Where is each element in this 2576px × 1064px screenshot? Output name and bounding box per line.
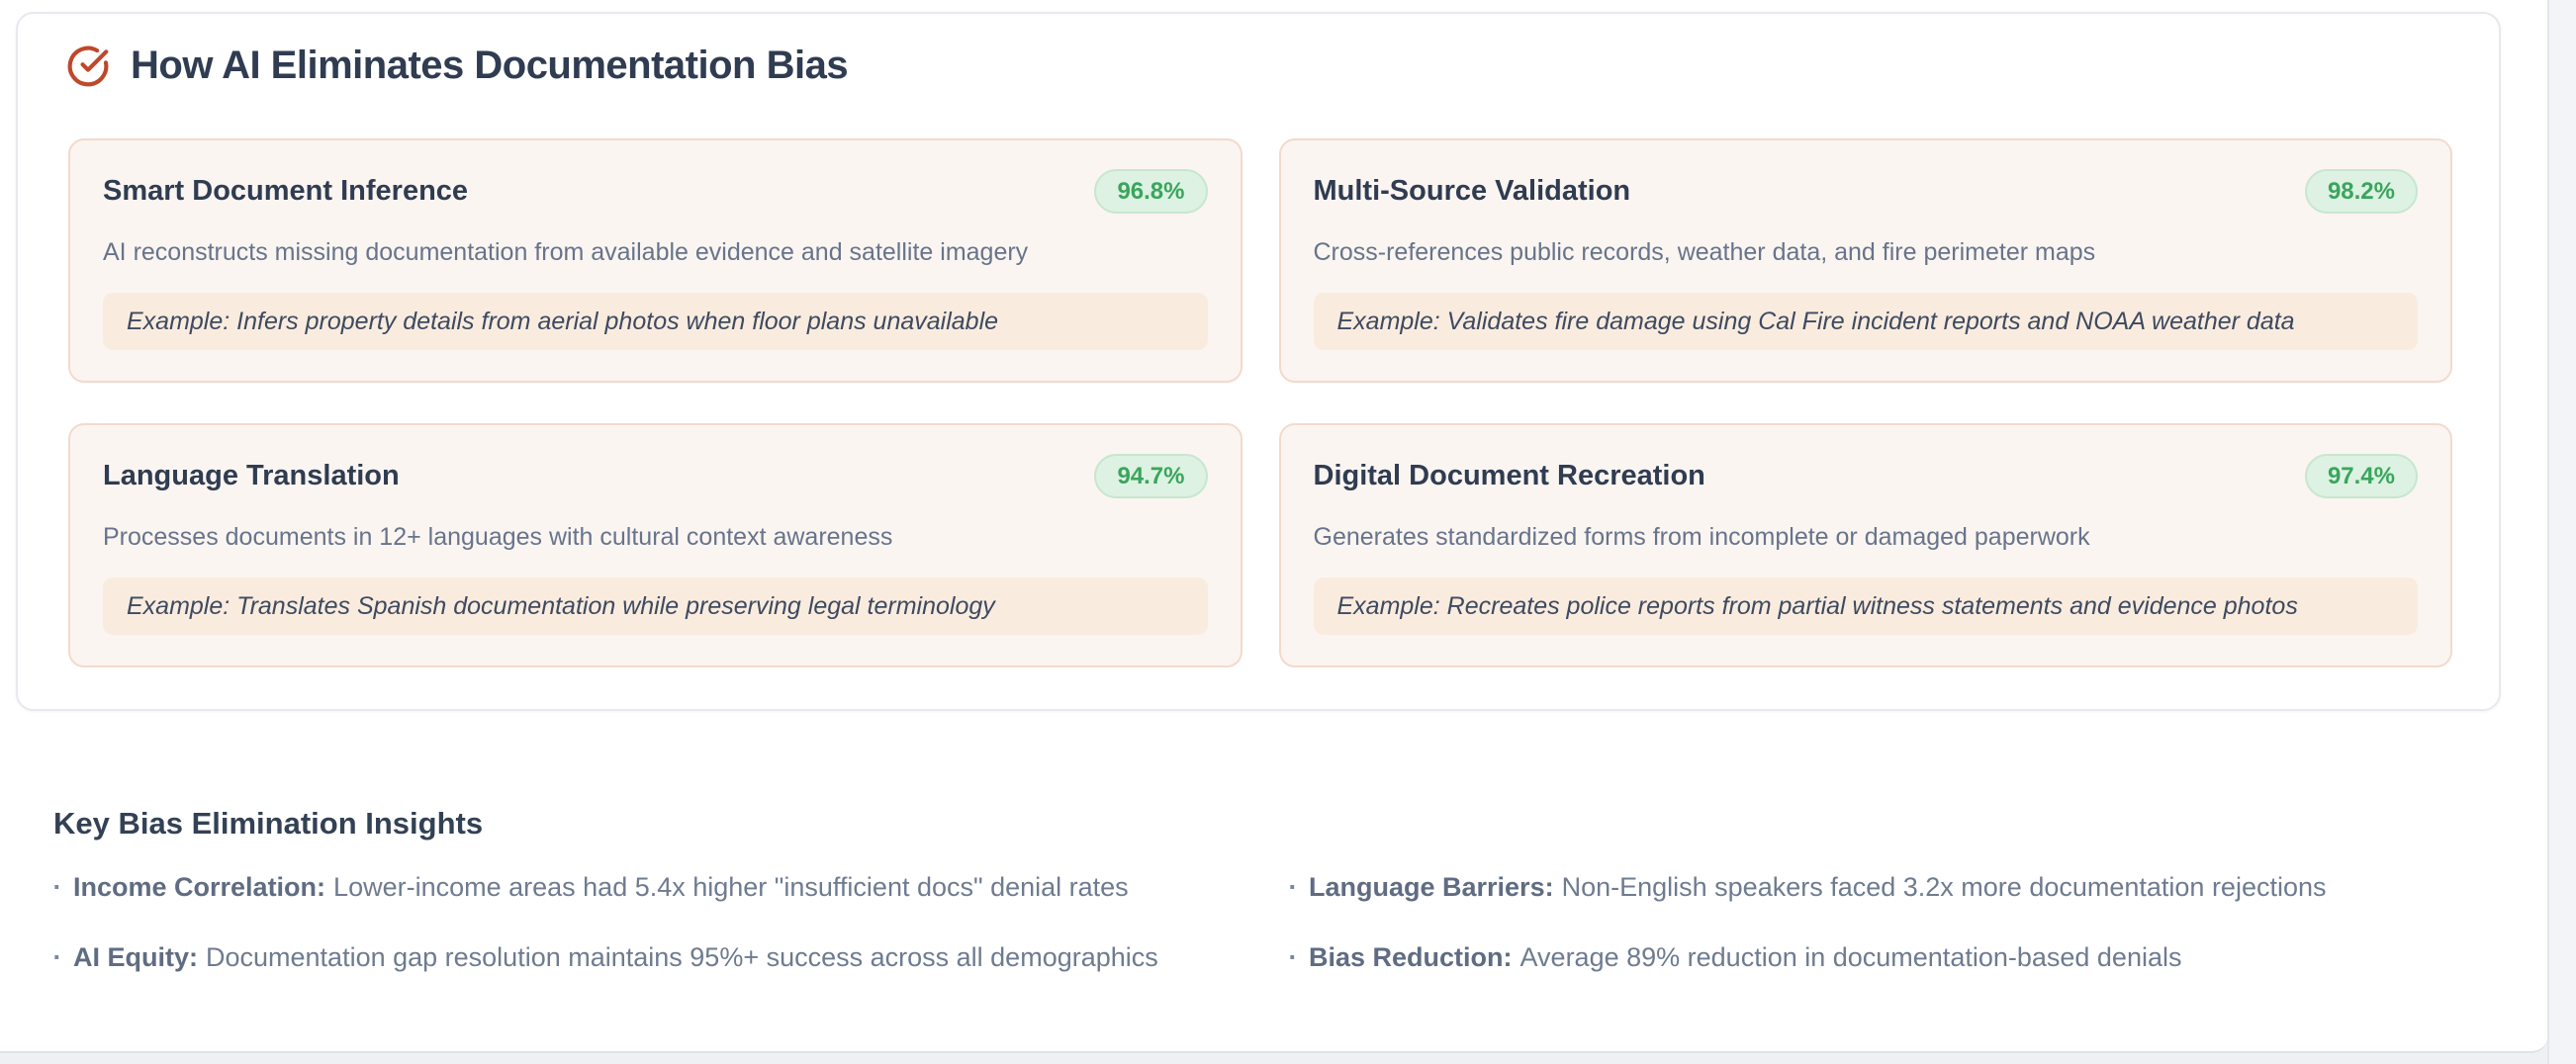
scrollbar-track[interactable] bbox=[2547, 0, 2576, 1064]
success-rate-badge: 97.4% bbox=[2304, 454, 2418, 498]
insight-bias-reduction: · Bias Reduction: Average 89% reduction … bbox=[1281, 939, 2489, 975]
content-sheet: How AI Eliminates Documentation Bias Sma… bbox=[0, 0, 2547, 1053]
card-example: Example: Translates Spanish documentatio… bbox=[103, 577, 1208, 635]
bullet-icon: · bbox=[1288, 942, 1298, 972]
page-title: How AI Eliminates Documentation Bias bbox=[131, 44, 849, 87]
card-title: Language Translation bbox=[103, 460, 400, 491]
insight-text: Non-English speakers faced 3.2x more doc… bbox=[1561, 872, 2327, 902]
card-header: Language Translation 94.7% bbox=[103, 454, 1208, 498]
card-description: Cross-references public records, weather… bbox=[1313, 238, 2096, 266]
success-rate-badge: 98.2% bbox=[2304, 169, 2418, 214]
card-digital-document-recreation: Digital Document Recreation 97.4% Genera… bbox=[1278, 423, 2452, 667]
card-title: Multi-Source Validation bbox=[1313, 175, 1631, 207]
card-header: Digital Document Recreation 97.4% bbox=[1313, 454, 2418, 498]
bullet-icon: · bbox=[52, 872, 62, 902]
insight-text: Lower-income areas had 5.4x higher "insu… bbox=[333, 872, 1129, 902]
card-multi-source-validation: Multi-Source Validation 98.2% Cross-refe… bbox=[1278, 138, 2452, 383]
insight-language-barriers: · Language Barriers: Non-English speaker… bbox=[1281, 869, 2489, 905]
check-circle-icon bbox=[66, 44, 110, 88]
card-example: Example: Infers property details from ae… bbox=[103, 293, 1208, 350]
insight-ai-equity: · AI Equity: Documentation gap resolutio… bbox=[46, 939, 1281, 975]
insights-heading: Key Bias Elimination Insights bbox=[53, 806, 484, 841]
insight-label: AI Equity: bbox=[73, 942, 198, 972]
card-smart-document-inference: Smart Document Inference 96.8% AI recons… bbox=[68, 138, 1242, 383]
card-example: Example: Validates fire damage using Cal… bbox=[1313, 293, 2418, 350]
success-rate-badge: 96.8% bbox=[1094, 169, 1208, 214]
card-header: Multi-Source Validation 98.2% bbox=[1313, 169, 2418, 214]
insight-income-correlation: · Income Correlation: Lower-income areas… bbox=[46, 869, 1281, 905]
bullet-icon: · bbox=[52, 942, 62, 972]
insight-label: Income Correlation: bbox=[73, 872, 326, 902]
insight-text: Documentation gap resolution maintains 9… bbox=[206, 942, 1158, 972]
card-header: Smart Document Inference 96.8% bbox=[103, 169, 1208, 214]
card-title: Smart Document Inference bbox=[103, 175, 469, 207]
card-language-translation: Language Translation 94.7% Processes doc… bbox=[68, 423, 1242, 667]
insight-label: Language Barriers: bbox=[1309, 872, 1554, 902]
card-description: Generates standardized forms from incomp… bbox=[1313, 523, 2090, 551]
capability-cards-grid: Smart Document Inference 96.8% AI recons… bbox=[68, 138, 2452, 667]
card-title: Digital Document Recreation bbox=[1313, 460, 1705, 491]
success-rate-badge: 94.7% bbox=[1094, 454, 1208, 498]
card-description: AI reconstructs missing documentation fr… bbox=[103, 238, 1029, 266]
documentation-bias-panel: How AI Eliminates Documentation Bias Sma… bbox=[16, 12, 2501, 711]
insights-grid: · Income Correlation: Lower-income areas… bbox=[46, 869, 2489, 975]
card-example: Example: Recreates police reports from p… bbox=[1313, 577, 2418, 635]
insight-text: Average 89% reduction in documentation-b… bbox=[1519, 942, 2182, 972]
bullet-icon: · bbox=[1288, 872, 1298, 902]
insight-label: Bias Reduction: bbox=[1309, 942, 1513, 972]
card-description: Processes documents in 12+ languages wit… bbox=[103, 523, 893, 551]
panel-header: How AI Eliminates Documentation Bias bbox=[66, 44, 849, 88]
key-insights-section: Key Bias Elimination Insights · Income C… bbox=[46, 803, 2489, 975]
